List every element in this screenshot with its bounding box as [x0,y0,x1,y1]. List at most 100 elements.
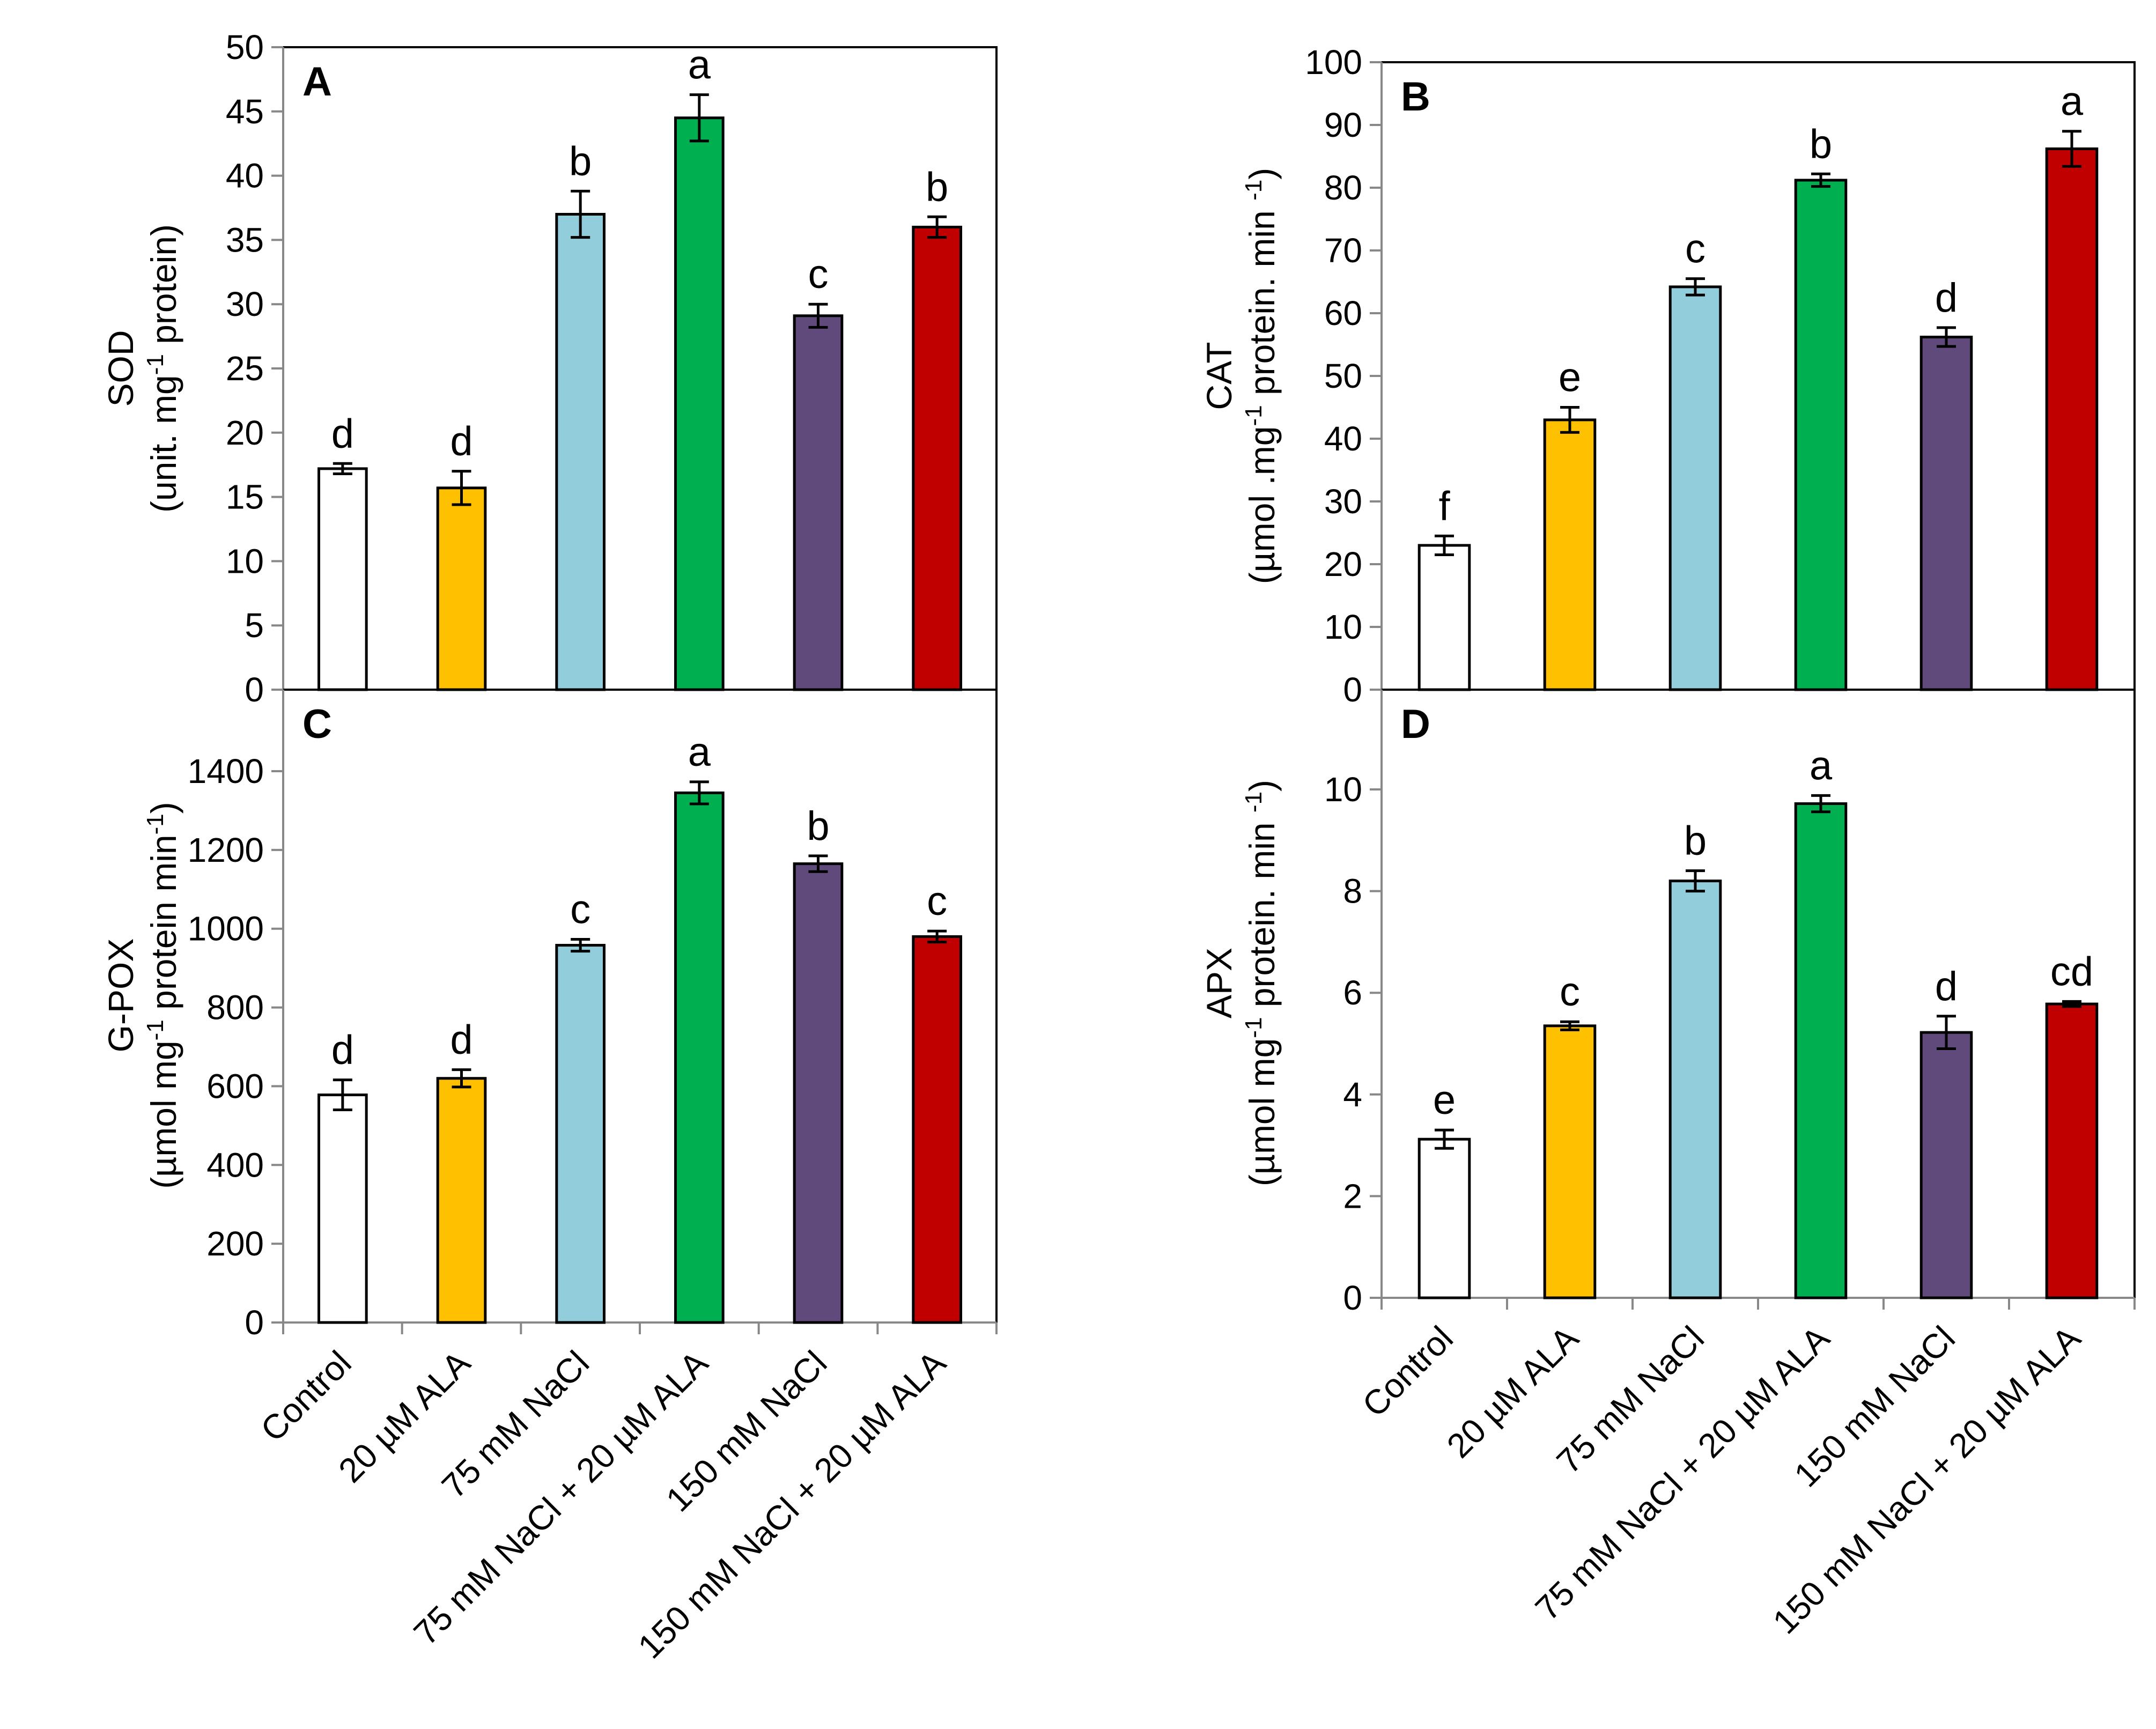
bar [555,944,606,1324]
bar [1919,335,1973,691]
significance-letter: a [688,42,711,88]
y-tick-label: 6 [1343,973,1362,1012]
bar [1919,1031,1973,1299]
y-axis-title: APX [1199,948,1239,1018]
bar [793,862,844,1324]
significance-letter: cd [2050,949,2093,994]
bar [912,935,963,1324]
y-tick-label: 40 [226,157,264,195]
bar [1668,880,1722,1299]
panel-label: C [302,701,332,747]
y-tick-label: 10 [226,542,264,580]
bar [912,225,963,691]
unit-superscript: -1 [1241,180,1267,201]
unit-part: protein. min [1242,812,1282,1017]
y-tick-label: 90 [1324,106,1362,144]
y-tick-label: 8 [1343,872,1362,911]
significance-letter: d [1935,964,1958,1009]
y-tick-label: 0 [1343,670,1362,709]
significance-letter: e [1433,1077,1456,1123]
bar [1668,285,1722,691]
unit-part: (µmol .mg [1242,426,1282,585]
panel-label: A [302,59,332,105]
significance-letter: a [1810,743,1833,788]
unit-superscript: -1 [1241,405,1267,426]
y-tick-label: 100 [1305,43,1362,82]
significance-letter: d [331,411,354,456]
bar [1543,418,1597,691]
plot-frame [1380,61,2136,691]
significance-letter: c [1560,969,1580,1015]
y-tick-label: 50 [1324,357,1362,395]
y-axis-unit: (µmol mg-1 protein. min -1) [1241,780,1282,1186]
significance-letter: a [2061,79,2084,124]
bar [1417,1137,1471,1299]
y-tick-label: 800 [206,988,264,1027]
y-axis-unit: (µmol .mg-1 protein. min -1) [1241,168,1282,584]
y-tick-label: 30 [226,285,264,323]
unit-part: protein min [144,834,183,1019]
y-tick-label: 200 [206,1224,264,1263]
y-tick-label: 0 [245,1303,264,1342]
bar [555,212,606,691]
y-tick-label: 20 [226,413,264,452]
unit-part: ) [1242,168,1282,180]
unit-superscript: -1 [142,354,168,375]
y-tick-label: 0 [245,670,264,709]
bar [2045,147,2099,691]
y-tick-label: 50 [226,28,264,66]
bar [793,314,844,691]
y-tick-label: 10 [1324,608,1362,646]
significance-letter: b [1810,121,1832,167]
bar [2045,1002,2099,1299]
significance-letter: c [1685,226,1705,272]
y-tick-label: 20 [1324,545,1362,583]
y-tick-label: 40 [1324,419,1362,458]
bar [436,1077,487,1324]
significance-letter: d [450,419,472,464]
unit-part: ) [144,802,183,814]
bar [1543,1024,1597,1299]
significance-letter: b [807,803,829,849]
bar [1794,802,1848,1299]
significance-letter: d [1935,275,1958,321]
significance-letter: f [1438,483,1450,529]
panel-label: D [1401,701,1430,747]
significance-letter: b [1684,818,1707,864]
significance-letter: b [926,164,948,210]
y-tick-label: 2 [1343,1177,1362,1215]
y-tick-label: 600 [206,1067,264,1105]
significance-letter: a [688,729,711,775]
unit-superscript: -1 [1241,792,1267,812]
unit-part: ) [1242,780,1282,792]
y-axis-title: SOD [101,330,141,407]
x-category-label: Control [253,1343,359,1449]
y-tick-label: 60 [1324,294,1362,332]
unit-part: (µmol mg [1242,1038,1282,1186]
unit-part: (µmol mg [144,1040,183,1188]
unit-superscript: -1 [1241,1017,1267,1038]
y-tick-label: 1000 [188,910,264,948]
significance-letter: b [569,138,592,184]
unit-superscript: -1 [142,1019,168,1040]
significance-letter: c [808,252,829,297]
y-tick-label: 400 [206,1146,264,1184]
y-tick-label: 25 [226,349,264,388]
panel-a: 0 5 10 15 20 25 30 35 40 45 50 d d b a c b A SOD(unit. mg-… [101,28,998,709]
plot-frame [282,46,998,691]
bar [318,467,368,691]
unit-part: (unit. mg [144,375,183,513]
y-tick-label: 70 [1324,231,1362,270]
significance-letter: e [1559,355,1581,401]
bar [674,116,725,691]
panel-b: 0 10 20 30 40 50 60 70 80 90 100 f e c b d a B CAT(µmol .m… [1199,43,2136,709]
unit-part: protein. min [1242,201,1282,405]
significance-letter: d [450,1017,472,1063]
panel-label: B [1401,74,1430,120]
y-tick-label: 80 [1324,168,1362,207]
y-axis-unit: (µmol mg-1 protein min-1) [142,802,183,1188]
unit-superscript: -1 [142,814,168,834]
bar [1794,179,1848,691]
